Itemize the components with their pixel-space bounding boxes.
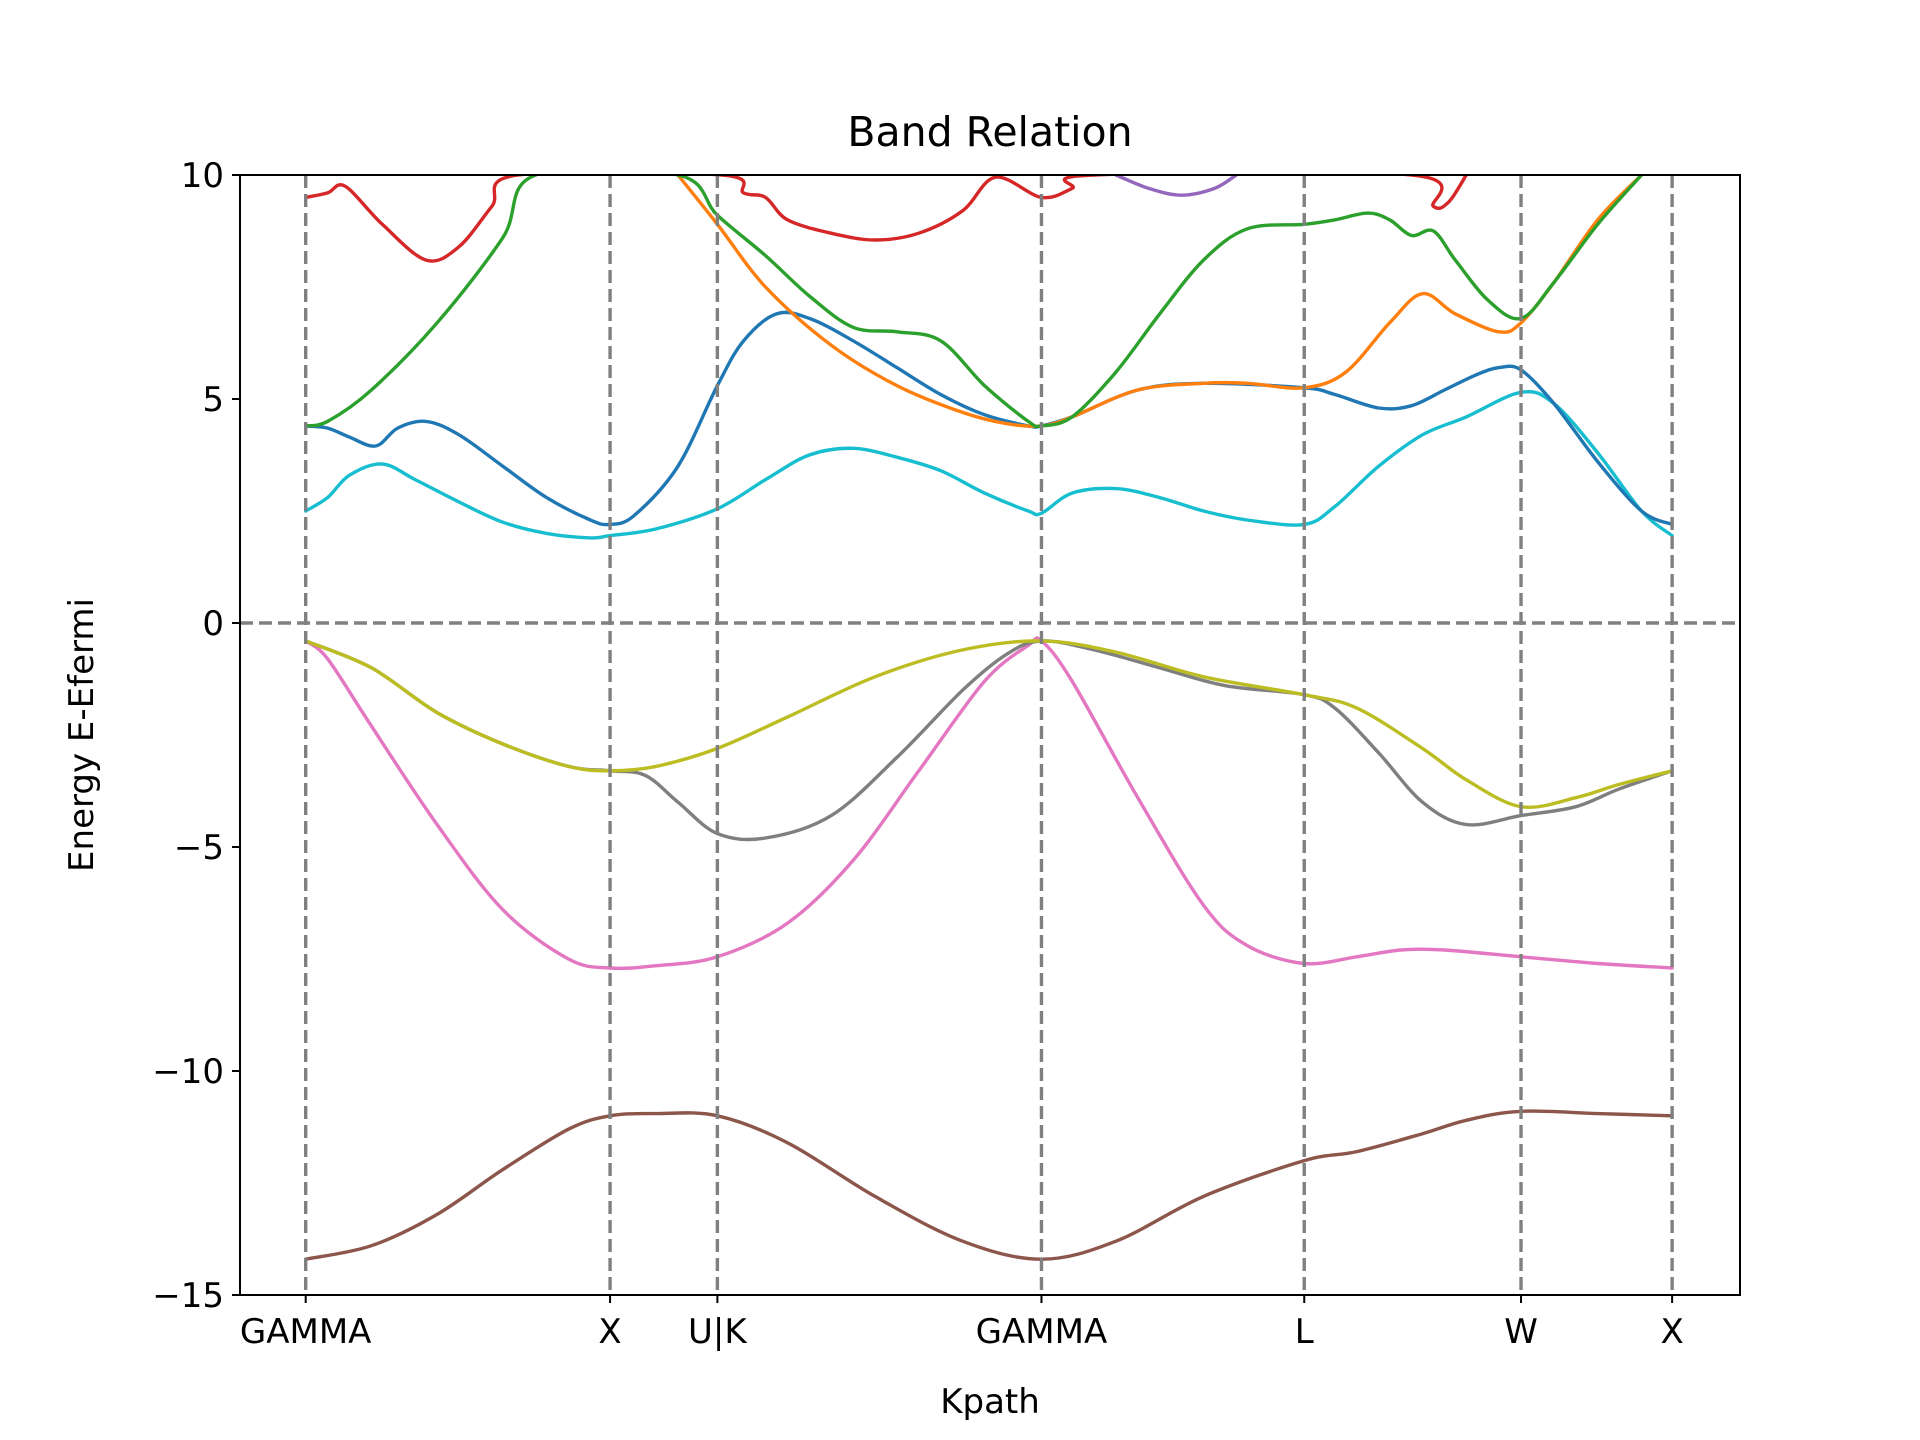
x-tick-label: X bbox=[1660, 1312, 1683, 1352]
x-tick-label: X bbox=[598, 1312, 621, 1352]
y-tick-label: 0 bbox=[202, 604, 224, 644]
band-line bbox=[304, 636, 1674, 971]
plot-frame bbox=[239, 174, 1741, 1296]
band-line bbox=[304, 389, 1674, 540]
y-axis-ticks: 10 5 0 −5 −10 −15 bbox=[152, 156, 240, 1316]
plot-area bbox=[240, 175, 1740, 1295]
x-tick-label: W bbox=[1504, 1312, 1538, 1352]
band-line bbox=[1114, 175, 1239, 197]
y-tick-label: 5 bbox=[202, 380, 224, 420]
x-axis-title: Kpath bbox=[940, 1382, 1040, 1422]
x-tick-label: L bbox=[1295, 1312, 1314, 1352]
y-axis-title: Energy E-Efermi bbox=[62, 598, 102, 872]
y-tick-label: 10 bbox=[181, 156, 224, 196]
band-line bbox=[304, 310, 1674, 527]
x-tick-label: GAMMA bbox=[240, 1312, 372, 1352]
y-tick-label: −5 bbox=[174, 828, 224, 868]
y-tick-label: −15 bbox=[152, 1276, 224, 1316]
band-line bbox=[304, 1109, 1674, 1261]
x-tick-label: U|K bbox=[688, 1312, 748, 1352]
x-axis-ticks: GAMMA X U|K GAMMA L W X bbox=[240, 1295, 1684, 1352]
y-tick-label: −10 bbox=[152, 1052, 224, 1092]
band-line bbox=[304, 639, 1674, 810]
band-line bbox=[676, 175, 1644, 429]
chart-title: Band Relation bbox=[847, 108, 1132, 156]
band-line bbox=[304, 175, 1468, 263]
x-tick-label: GAMMA bbox=[976, 1312, 1108, 1352]
guide-lines bbox=[240, 175, 1740, 1295]
